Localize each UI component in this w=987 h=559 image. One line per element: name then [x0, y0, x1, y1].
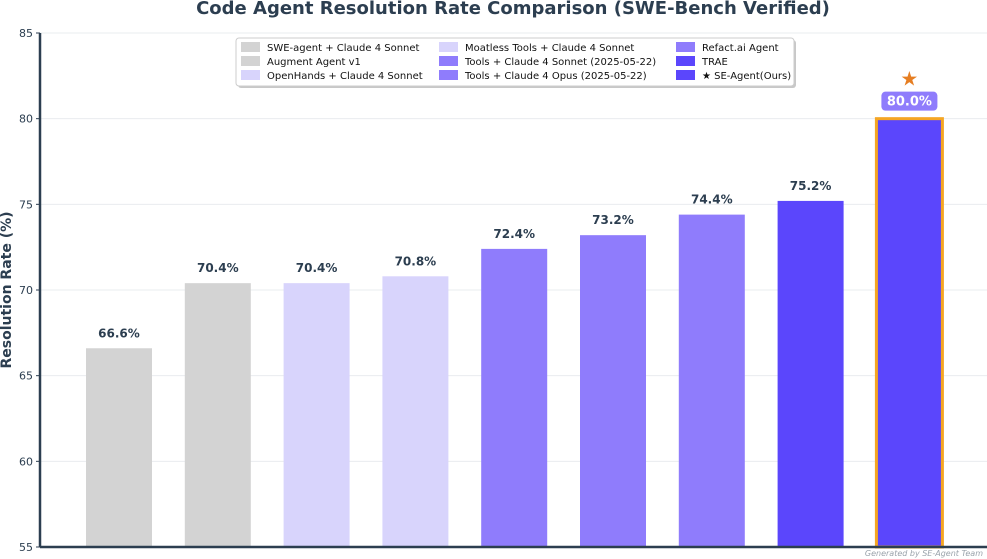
legend-label: SWE-agent + Claude 4 Sonnet	[267, 43, 420, 54]
legend-swatch	[439, 56, 458, 66]
footer-credit: Generated by SE-Agent Team	[865, 549, 983, 558]
legend-label: Moatless Tools + Claude 4 Sonnet	[465, 43, 634, 54]
bar	[678, 214, 745, 547]
y-tick-label: 75	[19, 198, 33, 211]
legend-label: Augment Agent v1	[267, 57, 361, 68]
legend-swatch	[676, 42, 695, 52]
legend: SWE-agent + Claude 4 Sonnet Augment Agent…	[235, 37, 796, 88]
legend-label: OpenHands + Claude 4 Sonnet	[267, 71, 423, 82]
bar	[382, 276, 449, 547]
star-icon: ★	[900, 67, 918, 91]
chart-title: Code Agent Resolution Rate Comparison (S…	[196, 0, 830, 19]
data-labels: 66.6% 70.4% 70.4% 70.8% 72.4% 73.2% 74.4% 75.2%…	[98, 67, 938, 340]
data-label: 73.2%	[592, 213, 634, 227]
data-label: 72.4%	[493, 227, 535, 241]
legend-swatch	[439, 70, 458, 80]
data-label: 70.4%	[296, 261, 338, 275]
y-axis: 55 60 65 70 75 80 85	[19, 27, 40, 554]
bar	[481, 248, 548, 547]
bar	[184, 283, 251, 547]
y-tick-label: 65	[19, 370, 33, 383]
highlight-label-box	[881, 91, 938, 111]
data-label: 70.4%	[197, 261, 239, 275]
legend-swatch	[676, 56, 695, 66]
legend-label: Refact.ai Agent	[702, 43, 779, 54]
data-label: 70.8%	[395, 254, 437, 268]
y-tick-label: 70	[19, 284, 33, 297]
bar	[777, 200, 844, 547]
bars	[86, 117, 944, 549]
y-axis-label: Resolution Rate (%)	[0, 211, 15, 368]
y-tick-label: 80	[19, 113, 33, 126]
legend-swatch	[241, 42, 260, 52]
data-label: 80.0%	[887, 95, 932, 110]
legend-label: TRAE	[701, 57, 728, 68]
legend-label: Tools + Claude 4 Opus (2025-05-22)	[464, 71, 647, 82]
legend-swatch	[241, 70, 260, 80]
legend-box	[235, 37, 795, 87]
legend-swatch	[676, 70, 695, 80]
bar	[283, 283, 350, 547]
bar	[874, 117, 944, 549]
y-tick-label: 55	[19, 541, 33, 554]
legend-swatch	[439, 42, 458, 52]
legend-label: ★ SE-Agent(Ours)	[702, 71, 791, 82]
legend-swatch	[241, 56, 260, 66]
data-label: 66.6%	[98, 326, 140, 340]
y-tick-label: 60	[19, 455, 33, 468]
data-label: 74.4%	[691, 193, 733, 207]
y-tick-label: 85	[19, 27, 33, 40]
bar	[86, 348, 152, 547]
data-label: 75.2%	[790, 179, 832, 193]
bar	[580, 235, 646, 547]
legend-label: Tools + Claude 4 Sonnet (2025-05-22)	[464, 57, 656, 68]
